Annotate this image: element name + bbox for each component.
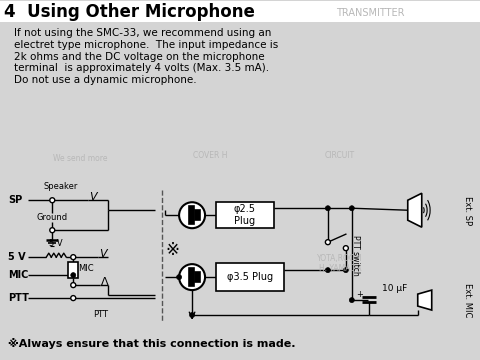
Circle shape [71,255,76,260]
Circle shape [349,298,354,303]
Text: V: V [99,249,107,259]
Bar [216,263,284,291]
Circle shape [179,264,205,290]
Text: Ext. SP: Ext. SP [463,195,472,225]
Circle shape [179,202,205,228]
Text: PTT switch: PTT switch [351,235,360,275]
Text: PTT: PTT [93,310,108,319]
Circle shape [71,273,76,278]
Text: ※Always ensure that this connection is made.: ※Always ensure that this connection is m… [8,338,296,349]
Text: 4  Using Other Microphone: 4 Using Other Microphone [4,3,255,21]
Bar [68,262,78,278]
Circle shape [71,283,76,288]
Bar [195,210,200,220]
Text: COVER H: COVER H [193,151,228,160]
Circle shape [71,296,76,301]
Text: V: V [89,192,97,202]
Text: 5 V: 5 V [8,252,26,262]
Text: If not using the SMC-33, we recommend using an
electret type microphone.  The in: If not using the SMC-33, we recommend us… [14,28,278,85]
Text: CIRCUIT: CIRCUIT [325,151,355,160]
Text: Speaker: Speaker [43,182,77,191]
Text: 5 V: 5 V [49,239,63,248]
Text: YOTA,ROOM: YOTA,ROOM [317,254,362,263]
Circle shape [325,206,330,211]
Text: φ2.5
Plug: φ2.5 Plug [234,204,256,226]
Text: H. YAMADA: H. YAMADA [319,264,361,273]
Text: Ext. MIC: Ext. MIC [463,283,472,317]
Circle shape [177,275,181,280]
Bar [0,0,480,22]
Polygon shape [408,193,422,227]
Circle shape [343,267,348,273]
Circle shape [190,312,194,318]
Circle shape [325,267,330,273]
Text: PTT: PTT [8,293,29,303]
Text: MIC: MIC [8,270,29,280]
Bar [216,202,274,228]
Bar [195,272,200,282]
Text: 10 μF: 10 μF [382,284,407,293]
Circle shape [50,228,55,233]
Circle shape [50,198,55,203]
Circle shape [349,206,354,211]
Text: ※: ※ [165,241,179,259]
Polygon shape [418,290,432,310]
Text: We send more: We send more [53,154,108,163]
Text: MIC: MIC [78,264,94,273]
Circle shape [343,246,348,251]
Text: TRANSMITTER: TRANSMITTER [336,8,404,18]
Text: Λ: Λ [101,277,109,287]
Text: +: + [356,289,363,298]
Text: SP: SP [8,195,23,205]
Circle shape [325,240,330,245]
Bar [189,206,194,224]
Text: Ground: Ground [36,213,68,222]
Bar [189,268,194,286]
Text: φ3.5 Plug: φ3.5 Plug [227,272,273,282]
